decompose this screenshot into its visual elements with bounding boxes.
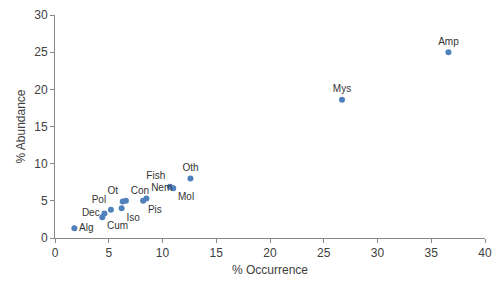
svg-text:Pis: Pis [148,204,162,215]
svg-text:% Abundance: % Abundance [14,89,28,163]
svg-text:Con: Con [131,185,149,196]
svg-text:30: 30 [371,246,385,260]
svg-text:15: 15 [34,120,48,134]
svg-text:0: 0 [41,231,48,245]
svg-text:Mys: Mys [333,83,351,94]
svg-text:Pol: Pol [92,194,106,205]
svg-text:10: 10 [156,246,170,260]
svg-text:Ot: Ot [107,185,118,196]
svg-text:Alg: Alg [79,222,93,233]
svg-text:25: 25 [34,45,48,59]
svg-text:30: 30 [34,8,48,22]
svg-text:Iso: Iso [126,212,140,223]
svg-text:Fish: Fish [146,170,165,181]
svg-text:0: 0 [52,246,59,260]
svg-text:5: 5 [41,194,48,208]
svg-text:10: 10 [34,157,48,171]
svg-text:% Occurrence: % Occurrence [232,263,308,277]
svg-text:40: 40 [478,246,492,260]
svg-text:20: 20 [34,83,48,97]
svg-text:Mol: Mol [178,191,194,202]
svg-text:Cum: Cum [107,220,128,231]
svg-text:25: 25 [317,246,331,260]
svg-text:Dec: Dec [82,207,100,218]
svg-text:15: 15 [210,246,224,260]
svg-text:5: 5 [105,246,112,260]
svg-text:Nem: Nem [151,182,172,193]
svg-text:20: 20 [263,246,277,260]
svg-text:Oth: Oth [182,162,198,173]
svg-text:35: 35 [425,246,439,260]
svg-text:Amp: Amp [438,36,459,47]
